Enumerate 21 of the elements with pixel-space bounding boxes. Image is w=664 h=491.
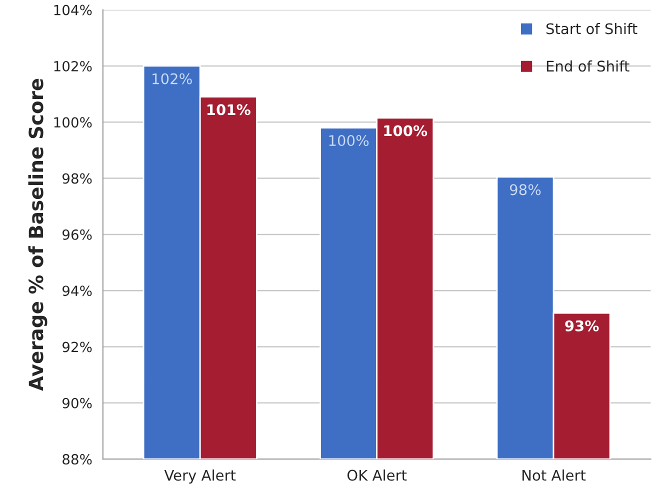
data-label: 98% <box>510 184 541 196</box>
y-tick-label: 98% <box>62 173 92 184</box>
legend-label: End of Shift <box>546 60 630 72</box>
data-label: 93% <box>565 320 599 332</box>
x-tick-label: OK Alert <box>347 470 407 481</box>
y-tick-label: 90% <box>62 398 92 408</box>
data-label: 101% <box>208 104 250 116</box>
data-label: 100% <box>384 125 428 136</box>
x-tick-label: Very Alert <box>164 470 236 484</box>
y-tick-label: 100% <box>54 117 92 128</box>
y-tick-label: 94% <box>62 286 92 296</box>
y-tick-label: 88% <box>62 454 92 465</box>
legend-label: Start of Shift <box>546 22 638 34</box>
y-tick-label: 92% <box>62 342 92 352</box>
y-tick-label: 104% <box>54 4 92 16</box>
data-label: 102% <box>152 73 192 84</box>
data-label: 100% <box>329 135 369 146</box>
y-axis-title: Average % of Baseline Score <box>28 78 48 391</box>
x-tick-label: Not Alert <box>522 470 586 481</box>
y-tick-label: 102% <box>54 60 92 72</box>
y-tick-label: 96% <box>62 229 92 240</box>
